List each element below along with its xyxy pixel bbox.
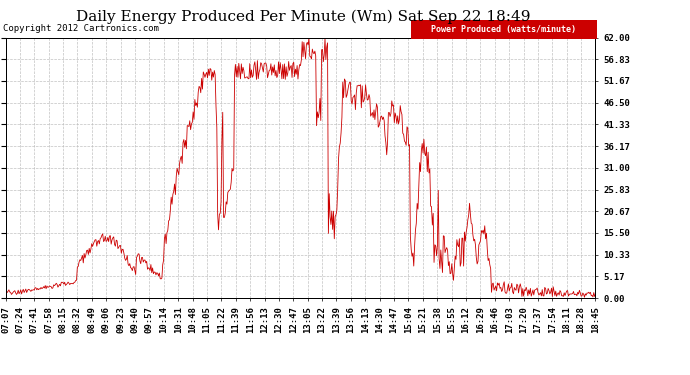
Text: Power Produced (watts/minute): Power Produced (watts/minute) — [431, 25, 576, 34]
Text: Copyright 2012 Cartronics.com: Copyright 2012 Cartronics.com — [3, 24, 159, 33]
Text: Daily Energy Produced Per Minute (Wm) Sat Sep 22 18:49: Daily Energy Produced Per Minute (Wm) Sa… — [77, 9, 531, 24]
